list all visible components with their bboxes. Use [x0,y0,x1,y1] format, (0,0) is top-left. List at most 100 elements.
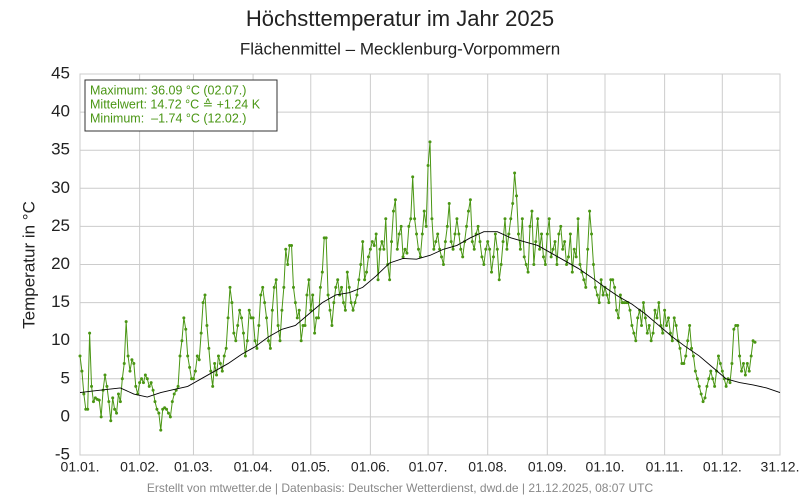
data-point [211,384,215,388]
x-tick-label: 01.12. [703,459,742,475]
data-point [197,358,201,362]
data-point [451,247,455,251]
data-point [416,247,420,251]
data-point [428,140,432,144]
data-point [88,331,92,335]
data-point [357,278,361,282]
data-point [563,240,567,244]
data-point [286,263,290,266]
data-point [540,232,544,236]
data-point [590,232,594,236]
data-point [691,354,695,358]
data-point [449,240,453,244]
data-point [78,354,82,358]
data-point [651,331,655,335]
data-point [168,415,172,419]
data-point [688,323,692,327]
data-point [220,369,224,373]
data-point [124,320,128,324]
data-point [318,285,322,289]
data-point [455,217,459,221]
data-point [236,323,240,327]
y-tick-label: 10 [51,330,70,349]
data-point [257,323,261,327]
data-point [159,428,163,432]
data-point [170,400,174,404]
data-point [576,217,580,221]
data-point [130,358,134,362]
data-point [515,194,519,198]
data-point [316,316,320,320]
data-point [122,362,126,366]
data-point [353,301,357,305]
data-point [438,247,442,251]
annotation-box [84,79,278,132]
data-point [693,369,697,373]
data-point [243,354,247,358]
data-point [443,240,447,244]
x-tick-label: 01.03. [174,459,213,475]
data-point [701,400,705,404]
data-point [230,301,234,305]
annotation: Maximum: 36.09 °C (02.07.) [90,83,246,97]
y-tick-label: 15 [51,292,70,311]
data-point [332,301,336,305]
data-point [478,240,482,244]
data-point [265,316,269,320]
data-point [445,224,449,228]
data-point [741,362,745,366]
data-point [486,240,490,244]
data-point [668,331,672,335]
data-point [176,384,180,388]
data-point [547,217,551,221]
data-point [341,301,345,305]
data-point [745,362,749,366]
data-point [328,308,332,312]
data-point [536,217,540,221]
data-point [570,270,574,274]
data-point [82,392,86,396]
y-tick-label: 30 [51,178,70,197]
x-tick-label: 01.10. [586,459,625,475]
data-point [234,339,238,343]
data-point [347,285,351,289]
data-point [349,301,353,305]
data-point [407,224,411,228]
data-point [684,354,688,358]
data-point [97,398,101,402]
data-point [215,373,219,377]
data-point [345,270,349,274]
data-point [155,407,159,411]
data-point [522,255,526,259]
data-point [753,340,757,344]
data-point [568,232,572,236]
data-point [411,175,415,179]
data-point [284,247,288,251]
data-point [340,285,344,289]
x-tick-label: 31.12. [761,459,800,475]
data-point [705,384,709,388]
data-point [434,240,438,244]
data-point [526,270,530,274]
data-point [553,240,557,244]
data-point [266,339,270,343]
data-point [395,247,399,251]
data-point [359,263,363,266]
x-tick-label: 01.01. [61,459,100,475]
data-point [393,198,397,202]
data-point [140,377,144,381]
data-point [720,369,724,373]
data-point [109,419,113,423]
data-point [268,346,272,350]
data-point [303,323,307,327]
data-point [586,247,590,251]
data-point [572,247,576,251]
data-point [732,327,736,331]
data-point [588,209,592,213]
data-point [165,407,169,411]
data-point [447,202,451,206]
data-point [178,354,182,358]
data-point [184,327,188,331]
data-point [293,301,297,305]
